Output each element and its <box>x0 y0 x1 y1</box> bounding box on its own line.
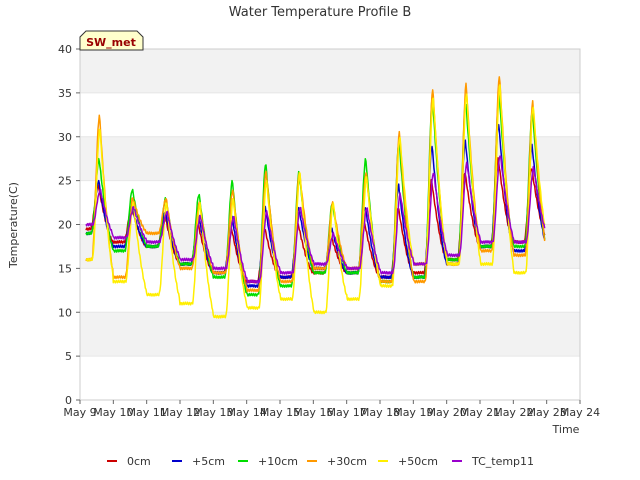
x-tick-label: May 18 <box>360 406 400 419</box>
y-axis-ticks: 0 5 10 15 20 25 30 35 40 <box>58 43 80 407</box>
x-tick-label: May 15 <box>260 406 300 419</box>
x-tick-label: May 24 <box>560 406 600 419</box>
y-tick-label: 0 <box>65 394 72 407</box>
legend: 0cm +5cm +10cm +30cm +50cm TC_temp11 <box>107 455 534 468</box>
y-axis-label: Temperature(C) <box>7 182 20 269</box>
background-band <box>80 92 580 137</box>
x-tick-label: May 12 <box>160 406 200 419</box>
background-band <box>80 268 580 313</box>
y-tick-label: 10 <box>58 306 72 319</box>
legend-item: +50cm <box>378 455 438 468</box>
legend-item: +30cm <box>307 455 367 468</box>
series-lines <box>85 76 546 319</box>
legend-label: 0cm <box>127 455 151 468</box>
y-tick-label: 25 <box>58 175 72 188</box>
x-tick-label: May 10 <box>93 406 133 419</box>
y-tick-label: 40 <box>58 43 72 56</box>
x-tick-label: May 20 <box>427 406 467 419</box>
x-tick-label: May 23 <box>527 406 567 419</box>
site-label-badge: SW_met <box>79 30 144 51</box>
legend-label: +30cm <box>327 455 367 468</box>
x-tick-label: May 14 <box>227 406 267 419</box>
legend-item: 0cm <box>107 455 151 468</box>
background-band <box>80 312 580 357</box>
background-band <box>80 356 580 400</box>
legend-item: +10cm <box>238 455 298 468</box>
x-tick-label: May 13 <box>193 406 233 419</box>
legend-label: +10cm <box>258 455 298 468</box>
x-tick-label: May 17 <box>327 406 367 419</box>
y-tick-label: 30 <box>58 131 72 144</box>
x-tick-label: May 22 <box>493 406 533 419</box>
y-tick-label: 35 <box>58 87 72 100</box>
site-label-box <box>79 30 144 51</box>
legend-label: +5cm <box>192 455 225 468</box>
background-band <box>80 49 580 93</box>
chart-title: Water Temperature Profile B <box>229 5 412 20</box>
x-tick-label: May 19 <box>393 406 433 419</box>
series-line-50cm <box>85 84 546 319</box>
x-tick-label: May 16 <box>293 406 333 419</box>
x-tick-label: May 9 <box>63 406 96 419</box>
series-line-tctemp11 <box>85 155 546 284</box>
x-tick-label: May 11 <box>127 406 167 419</box>
legend-label: TC_temp11 <box>471 455 534 468</box>
y-tick-label: 5 <box>65 350 72 363</box>
x-axis-label: Time <box>552 423 580 436</box>
legend-label: +50cm <box>398 455 438 468</box>
legend-item: +5cm <box>172 455 225 468</box>
y-tick-label: 15 <box>58 262 72 275</box>
legend-item: TC_temp11 <box>452 455 534 468</box>
x-tick-label: May 21 <box>460 406 500 419</box>
site-label-text: SW_met <box>86 36 136 49</box>
y-tick-label: 20 <box>58 219 72 232</box>
